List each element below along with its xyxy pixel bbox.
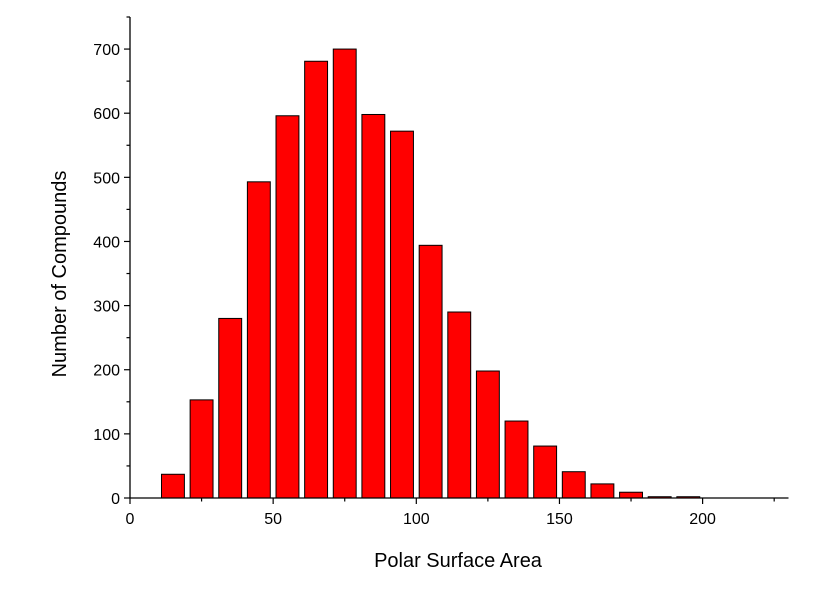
bar <box>246 181 271 499</box>
bars-group <box>160 48 701 499</box>
bar <box>475 370 500 499</box>
y-tick-label: 0 <box>111 491 120 508</box>
y-tick-label: 400 <box>93 234 120 251</box>
y-tick-label: 100 <box>93 427 120 444</box>
x-tick-label: 200 <box>689 511 716 528</box>
bar <box>447 311 472 499</box>
axes-group <box>124 16 789 504</box>
bar <box>361 113 386 499</box>
bar <box>561 471 586 499</box>
x-axis-title: Polar Surface Area <box>374 550 543 572</box>
tick-labels-group: 0 100 200 300 400 500 600 700 0 50 100 150 200 <box>93 42 716 528</box>
y-tick-label: 600 <box>93 106 120 123</box>
y-tick-label: 300 <box>93 299 120 316</box>
bar <box>390 130 414 499</box>
y-tick-label: 500 <box>93 170 120 187</box>
bar <box>332 48 357 499</box>
bar <box>218 317 243 499</box>
bar <box>189 399 214 499</box>
y-tick-label: 700 <box>93 42 120 59</box>
bar <box>504 420 529 499</box>
y-axis-title: Number of Compounds <box>49 171 71 378</box>
bar <box>160 473 185 499</box>
bar <box>304 60 329 499</box>
x-tick-label: 150 <box>546 511 573 528</box>
bar <box>533 445 558 499</box>
bar <box>418 244 443 499</box>
bar <box>590 483 615 499</box>
x-tick-label: 0 <box>126 511 135 528</box>
bar <box>275 115 300 499</box>
x-tick-label: 50 <box>264 511 282 528</box>
x-tick-label: 100 <box>403 511 430 528</box>
y-tick-label: 200 <box>93 363 120 380</box>
bar <box>619 491 643 499</box>
